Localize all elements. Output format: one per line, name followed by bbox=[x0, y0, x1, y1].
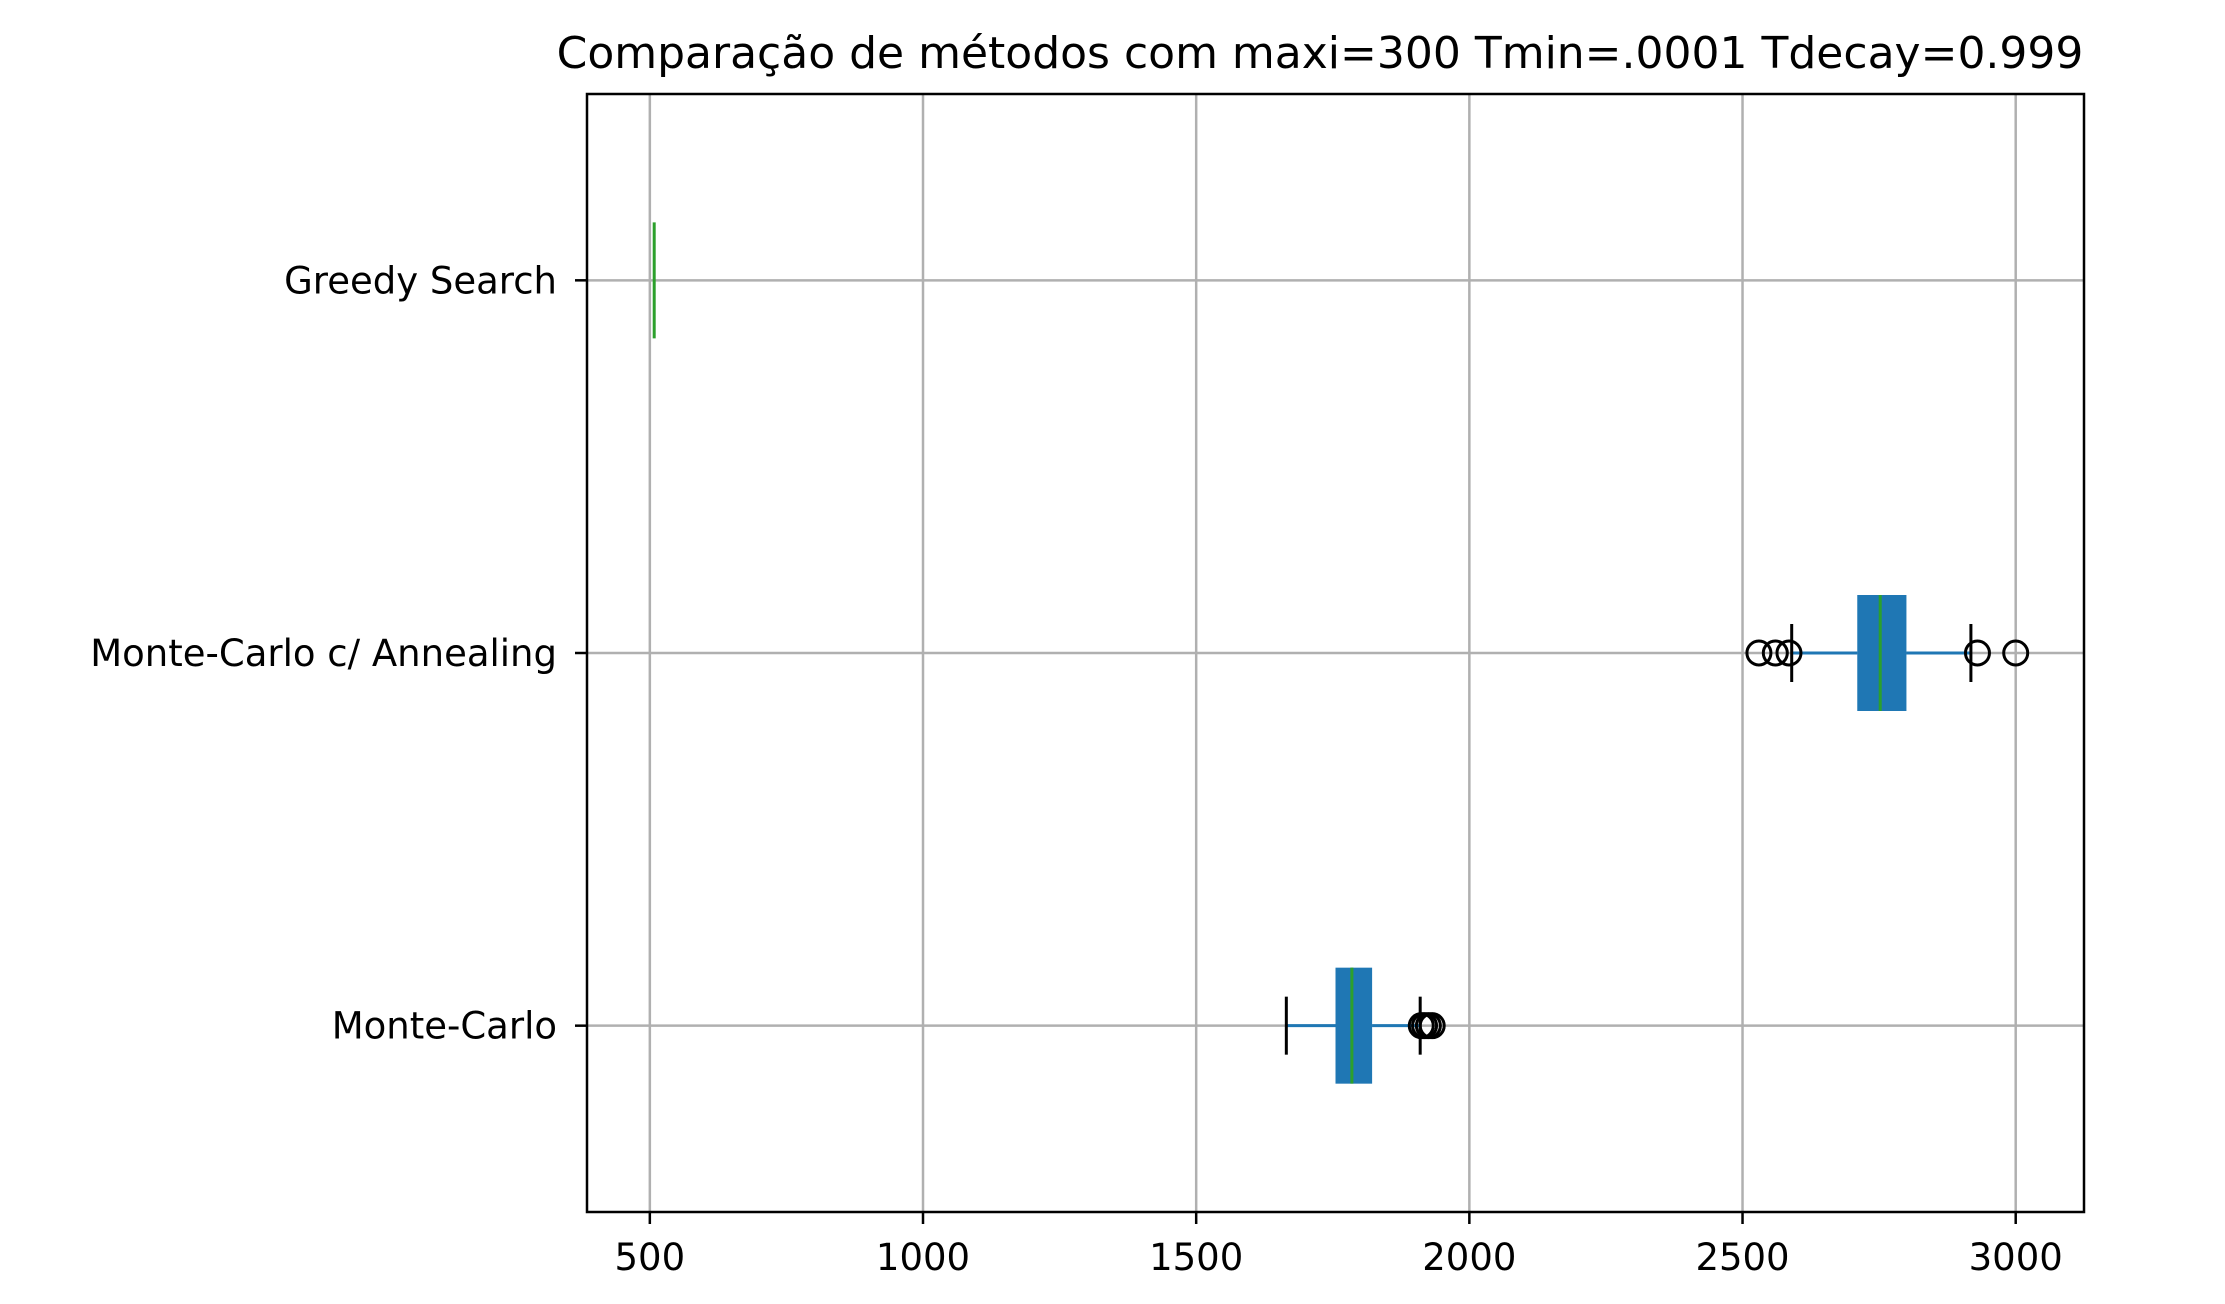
boxes bbox=[652, 222, 2030, 1084]
y-tick-label: Greedy Search bbox=[284, 259, 557, 302]
chart-title: Comparação de métodos com maxi=300 Tmin=… bbox=[557, 28, 2084, 79]
x-tick-label: 1000 bbox=[876, 1236, 970, 1279]
grid bbox=[587, 94, 2084, 1212]
axis-ticks: 500 1000 1500 2000 2500 3000 Monte-Carlo Monte-… bbox=[90, 259, 2063, 1279]
outlier-point bbox=[1761, 639, 1789, 667]
x-tick-label: 2000 bbox=[1422, 1236, 1516, 1279]
outlier-point bbox=[1775, 639, 1803, 667]
outlier-point bbox=[2002, 639, 2030, 667]
outlier-point bbox=[1745, 639, 1773, 667]
x-tick-label: 2500 bbox=[1695, 1236, 1789, 1279]
box-iqr bbox=[1335, 967, 1373, 1084]
y-tick-label: Monte-Carlo bbox=[332, 1005, 557, 1048]
box-group-monte-carlo-c-annealing bbox=[1745, 595, 2030, 711]
box-group-monte-carlo bbox=[1284, 967, 1446, 1084]
box-iqr bbox=[1857, 595, 1907, 711]
outlier-point bbox=[1963, 639, 1991, 667]
x-tick-label: 500 bbox=[615, 1236, 686, 1279]
x-tick-label: 3000 bbox=[1969, 1236, 2063, 1279]
y-tick-label: Monte-Carlo c/ Annealing bbox=[90, 632, 557, 675]
plot-frame bbox=[585, 92, 2086, 1214]
outlier-point bbox=[1418, 1012, 1446, 1040]
x-tick-label: 1500 bbox=[1149, 1236, 1243, 1279]
